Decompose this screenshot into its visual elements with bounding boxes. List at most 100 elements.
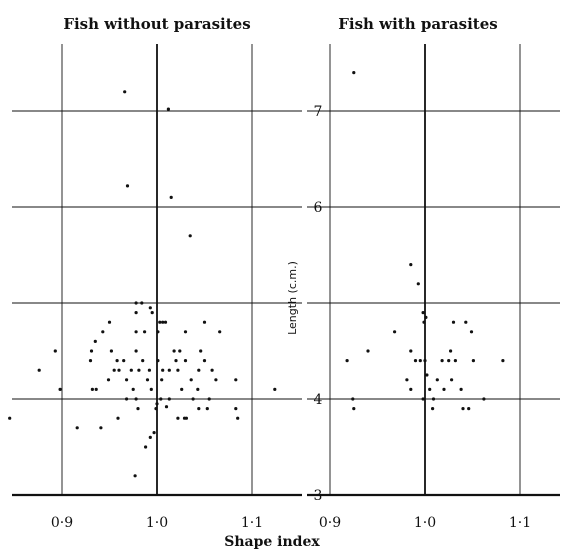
data-point — [405, 378, 409, 382]
data-point — [207, 397, 211, 401]
y-tick-label: 4 — [314, 392, 323, 408]
data-point — [236, 416, 240, 420]
data-point — [156, 359, 160, 363]
data-point — [205, 407, 209, 411]
data-point — [137, 368, 141, 372]
data-point — [416, 282, 420, 286]
data-point — [122, 359, 126, 363]
data-point — [163, 320, 168, 324]
data-point — [210, 368, 214, 372]
points — [8, 90, 277, 478]
data-point — [234, 407, 238, 411]
data-point — [202, 359, 207, 363]
data-point — [148, 306, 152, 310]
data-point — [37, 368, 41, 372]
data-point — [352, 71, 356, 75]
data-point — [176, 416, 180, 420]
data-point — [117, 368, 121, 372]
data-point — [178, 349, 182, 353]
data-point — [188, 234, 192, 238]
y-axis-label: Length (c.m.) — [286, 261, 299, 335]
data-point — [143, 330, 147, 334]
data-point — [431, 397, 436, 401]
data-point — [196, 387, 200, 391]
data-point — [125, 397, 129, 401]
data-point — [159, 397, 163, 401]
data-point — [184, 416, 188, 420]
data-point — [167, 397, 171, 401]
data-point — [147, 368, 151, 372]
data-point — [461, 407, 465, 411]
data-point — [99, 426, 103, 430]
panel-title: Fish without parasites — [63, 15, 250, 33]
grid — [12, 44, 302, 497]
data-point — [273, 387, 277, 391]
data-point — [144, 445, 148, 449]
data-point — [413, 359, 418, 363]
data-point — [140, 301, 144, 305]
data-point — [435, 378, 439, 382]
data-point — [351, 397, 355, 401]
data-point — [164, 405, 169, 409]
data-point — [464, 320, 468, 324]
data-point — [75, 426, 79, 430]
data-point — [442, 387, 446, 391]
data-point — [447, 359, 451, 363]
panel-without-parasites: Fish without parasites — [8, 15, 302, 497]
data-point — [183, 330, 188, 334]
data-point — [218, 330, 222, 334]
data-point — [150, 311, 154, 315]
x-tick-label: 1·1 — [509, 515, 531, 531]
data-point — [88, 359, 93, 363]
data-point — [174, 359, 178, 363]
data-point — [134, 311, 138, 315]
data-point — [471, 359, 475, 363]
data-point — [197, 368, 201, 372]
data-point — [161, 368, 165, 372]
data-point — [214, 378, 218, 382]
data-point — [112, 368, 116, 372]
data-point — [409, 349, 413, 353]
data-point — [149, 387, 153, 391]
data-point — [424, 315, 428, 319]
data-point — [106, 378, 111, 382]
data-point — [409, 263, 413, 267]
data-point — [440, 359, 444, 363]
data-point — [482, 397, 486, 401]
data-point — [423, 359, 427, 363]
data-point — [453, 359, 457, 363]
data-point — [191, 397, 195, 401]
data-point — [109, 349, 113, 353]
data-point — [123, 90, 127, 94]
data-point — [53, 349, 57, 353]
data-point — [136, 407, 140, 411]
data-point — [134, 397, 138, 401]
data-point — [134, 349, 138, 353]
data-point — [421, 397, 425, 401]
x-tick-label: 1·0 — [414, 515, 436, 531]
data-point — [158, 320, 162, 324]
data-point — [134, 330, 138, 334]
data-point — [169, 195, 173, 199]
data-point — [89, 349, 94, 353]
data-point — [393, 330, 397, 334]
grid — [307, 44, 560, 497]
data-point — [409, 387, 413, 391]
data-point — [467, 407, 471, 411]
x-tick-label: 1·1 — [241, 515, 263, 531]
data-point — [172, 349, 176, 353]
data-point — [131, 387, 135, 391]
points — [345, 71, 505, 411]
data-point — [145, 378, 150, 382]
data-point — [152, 431, 156, 435]
y-tick-label: 6 — [314, 200, 323, 216]
data-point — [366, 349, 370, 353]
x-axis-label: Shape index — [224, 534, 320, 549]
data-point — [421, 311, 425, 315]
data-point — [154, 407, 158, 411]
data-point — [469, 330, 474, 334]
panel-with-parasites: Fish with parasites — [307, 15, 560, 497]
data-point — [425, 373, 429, 377]
data-point — [125, 378, 129, 382]
